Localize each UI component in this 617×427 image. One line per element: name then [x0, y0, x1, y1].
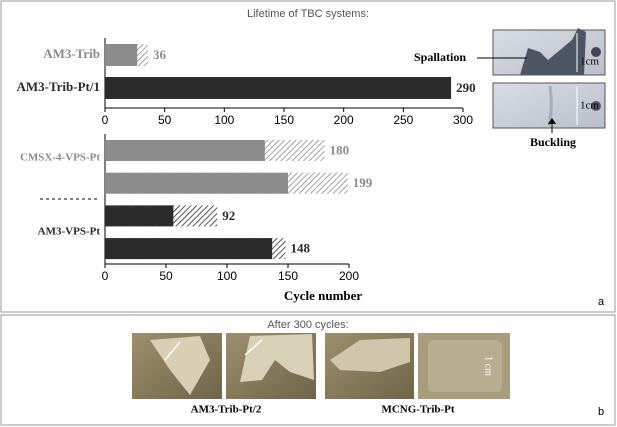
scale-label: 1cm — [580, 100, 599, 112]
panel-letter: a — [598, 296, 605, 308]
x-tick-label: 50 — [159, 269, 173, 283]
bar-solid — [105, 77, 452, 99]
x-tick-label: 100 — [217, 269, 237, 283]
x-tick-label: 0 — [102, 113, 109, 127]
value-label: 148 — [291, 241, 311, 256]
category-label: AM3-Trib-Pt/1 — [16, 79, 100, 94]
value-label: 180 — [330, 142, 350, 157]
bar-solid — [105, 140, 265, 161]
photo-caption: MCNG-Trib-Pt — [381, 404, 454, 416]
category-label: AM3-Trib — [43, 46, 100, 61]
x-tick-label: 100 — [214, 113, 234, 127]
x-tick-label: 150 — [278, 269, 298, 283]
panel-letter: b — [598, 406, 604, 418]
value-label: 199 — [353, 175, 373, 190]
scale-label: 1cm — [580, 56, 599, 68]
value-label: 92 — [222, 208, 235, 223]
group-label: AM3-VPS-Pt — [38, 226, 101, 238]
photo-buckling — [492, 82, 606, 129]
x-tick-label: 250 — [393, 113, 413, 127]
x-axis-label: Cycle number — [284, 288, 363, 303]
value-label: 36 — [153, 47, 167, 62]
photo-label: Buckling — [530, 135, 576, 149]
bar-solid — [105, 172, 288, 194]
photo-row — [132, 333, 510, 399]
x-tick-label: 200 — [334, 113, 354, 127]
group-label: CMSX-4-VPS-Pt — [20, 152, 100, 164]
value-label: 290 — [456, 80, 476, 95]
panel-b-frame — [0, 314, 616, 426]
bar-solid — [105, 44, 138, 66]
bar-solid — [105, 238, 273, 260]
x-tick-label: 150 — [274, 113, 294, 127]
photo-spallation — [492, 28, 606, 76]
photo-caption: AM3-Trib-Pt/2 — [191, 404, 262, 416]
x-tick-label: 200 — [339, 269, 359, 283]
panel-title: After 300 cycles: — [267, 319, 348, 331]
scale-label: 1 cm — [483, 356, 494, 376]
photo-label: Spallation — [414, 50, 466, 64]
x-tick-label: 0 — [102, 269, 109, 283]
arrow-head — [548, 118, 556, 124]
x-tick-label: 300 — [453, 113, 473, 127]
figure-title: Lifetime of TBC systems: — [247, 8, 369, 20]
panel-a-frame — [0, 0, 616, 313]
x-tick-label: 50 — [158, 113, 172, 127]
bar-solid — [105, 205, 174, 227]
